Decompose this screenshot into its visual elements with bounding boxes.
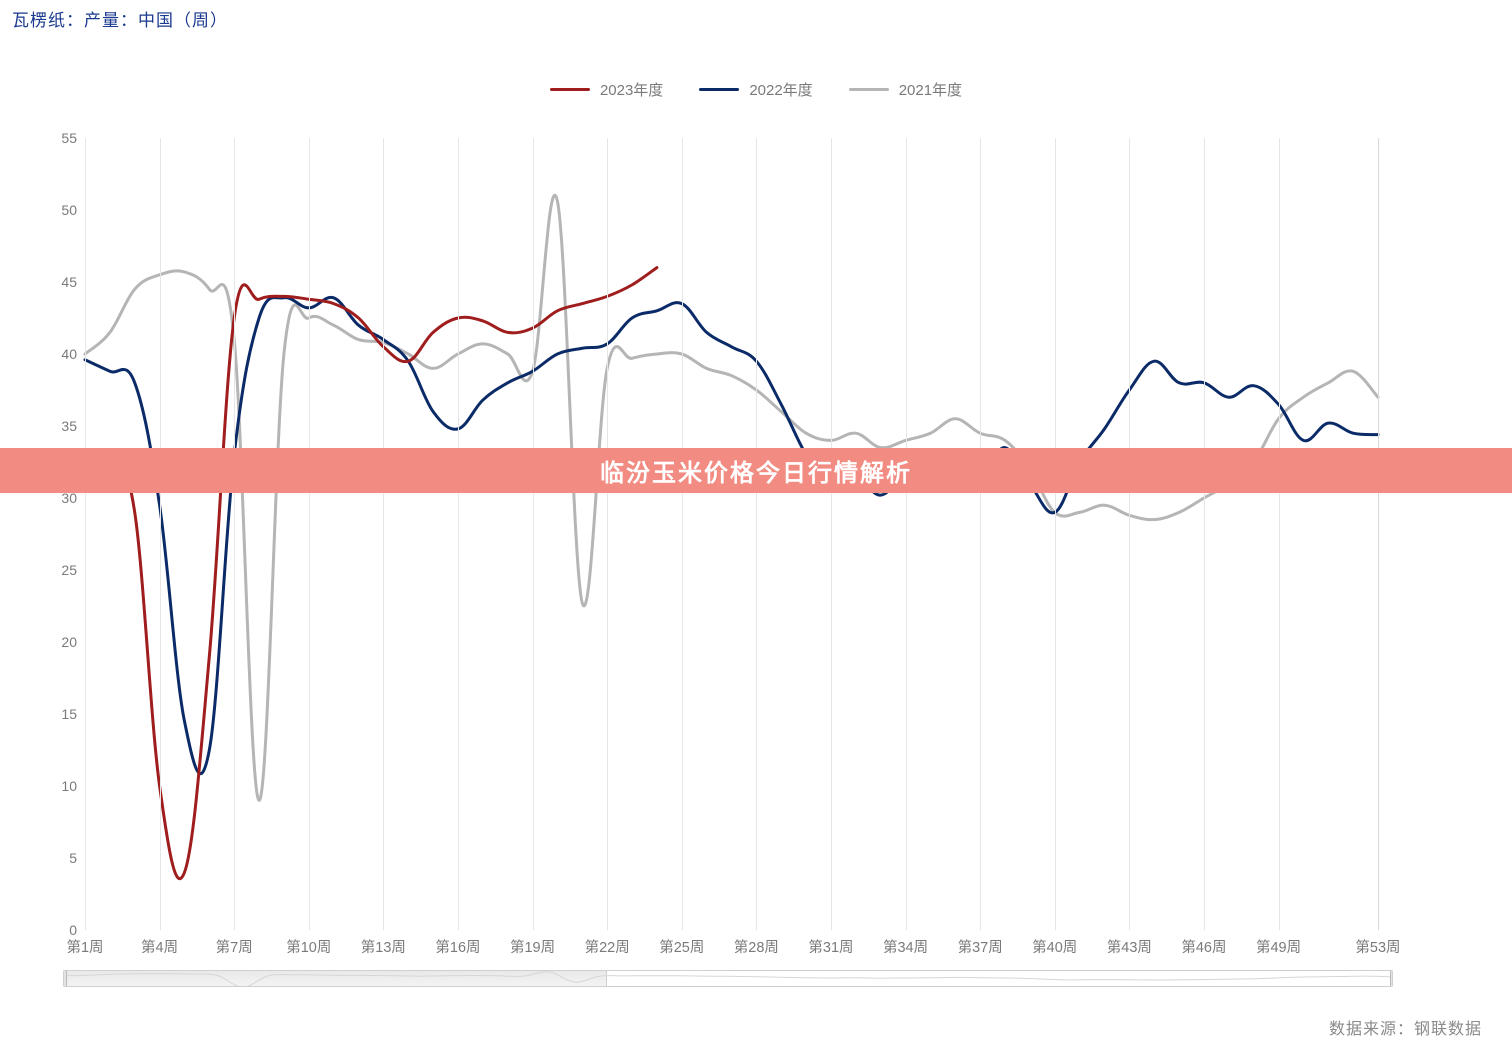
y-axis-tick-label: 50 (61, 202, 85, 218)
x-axis-tick-label: 第13周 (361, 930, 406, 957)
y-axis-tick-label: 10 (61, 778, 85, 794)
legend-swatch (849, 88, 889, 91)
x-axis-tick-label: 第37周 (958, 930, 1003, 957)
x-axis-tick-label: 第34周 (883, 930, 928, 957)
x-axis-tick-label: 第10周 (286, 930, 331, 957)
x-gridline (458, 138, 459, 930)
x-gridline (980, 138, 981, 930)
y-axis-tick-label: 20 (61, 634, 85, 650)
legend-swatch (699, 88, 739, 91)
x-gridline (1204, 138, 1205, 930)
x-gridline (831, 138, 832, 930)
series-line (85, 297, 1378, 773)
legend-label: 2021年度 (899, 79, 962, 100)
series-line (85, 195, 1378, 800)
legend-swatch (550, 88, 590, 91)
y-axis-tick-label: 45 (61, 274, 85, 290)
x-gridline (160, 138, 161, 930)
x-gridline (85, 138, 86, 930)
x-gridline (383, 138, 384, 930)
legend-label: 2022年度 (749, 79, 812, 100)
legend-item[interactable]: 2021年度 (849, 79, 962, 100)
page-root: 瓦楞纸：产量：中国（周） 2023年度 2022年度 2021年度 05101520… (0, 0, 1512, 1060)
x-gridline (607, 138, 608, 930)
x-gridline (234, 138, 235, 930)
y-axis-tick-label: 55 (61, 130, 85, 146)
x-gridline (1055, 138, 1056, 930)
x-axis-tick-label: 第4周 (141, 930, 178, 957)
chart-title: 瓦楞纸：产量：中国（周） (12, 6, 228, 31)
x-axis-tick-label: 第7周 (216, 930, 253, 957)
y-axis-tick-label: 40 (61, 346, 85, 362)
x-axis-tick-label: 第25周 (659, 930, 704, 957)
x-gridline (682, 138, 683, 930)
plot-right-border (1378, 138, 1379, 930)
range-scrollbar-handle-left[interactable] (63, 970, 67, 987)
range-scrollbar[interactable] (63, 970, 1393, 987)
chart-lines-svg (85, 138, 1378, 930)
overlay-banner: 临汾玉米价格今日行情解析 (0, 448, 1512, 493)
chart-plot-area: 0510152025303540455055第1周第4周第7周第10周第13周第… (85, 138, 1378, 930)
x-gridline (1279, 138, 1280, 930)
chart-legend: 2023年度 2022年度 2021年度 (0, 78, 1512, 100)
x-axis-tick-label: 第46周 (1181, 930, 1226, 957)
x-gridline (533, 138, 534, 930)
x-axis-tick-label: 第40周 (1032, 930, 1077, 957)
x-gridline (1129, 138, 1130, 930)
x-axis-tick-label: 第28周 (734, 930, 779, 957)
x-axis-tick-label: 第49周 (1256, 930, 1301, 957)
x-gridline (309, 138, 310, 930)
x-axis-tick-label: 第22周 (585, 930, 630, 957)
x-axis-tick-label: 第53周 (1355, 930, 1400, 957)
y-axis-tick-label: 5 (69, 850, 85, 866)
x-axis-tick-label: 第1周 (66, 930, 103, 957)
y-axis-tick-label: 25 (61, 562, 85, 578)
overlay-banner-text: 临汾玉米价格今日行情解析 (600, 453, 912, 488)
legend-label: 2023年度 (600, 79, 663, 100)
data-source-label: 数据来源：钢联数据 (1329, 1015, 1482, 1039)
x-gridline (756, 138, 757, 930)
x-axis-tick-label: 第16周 (435, 930, 480, 957)
x-axis-tick-label: 第31周 (808, 930, 853, 957)
range-scrollbar-sparkline (64, 971, 1392, 987)
x-gridline (906, 138, 907, 930)
y-axis-tick-label: 15 (61, 706, 85, 722)
series-line (85, 268, 657, 879)
legend-item[interactable]: 2023年度 (550, 79, 663, 100)
range-scrollbar-handle-right[interactable] (1390, 970, 1393, 987)
y-axis-tick-label: 35 (61, 418, 85, 434)
x-axis-tick-label: 第43周 (1107, 930, 1152, 957)
legend-item[interactable]: 2022年度 (699, 79, 812, 100)
x-axis-tick-label: 第19周 (510, 930, 555, 957)
